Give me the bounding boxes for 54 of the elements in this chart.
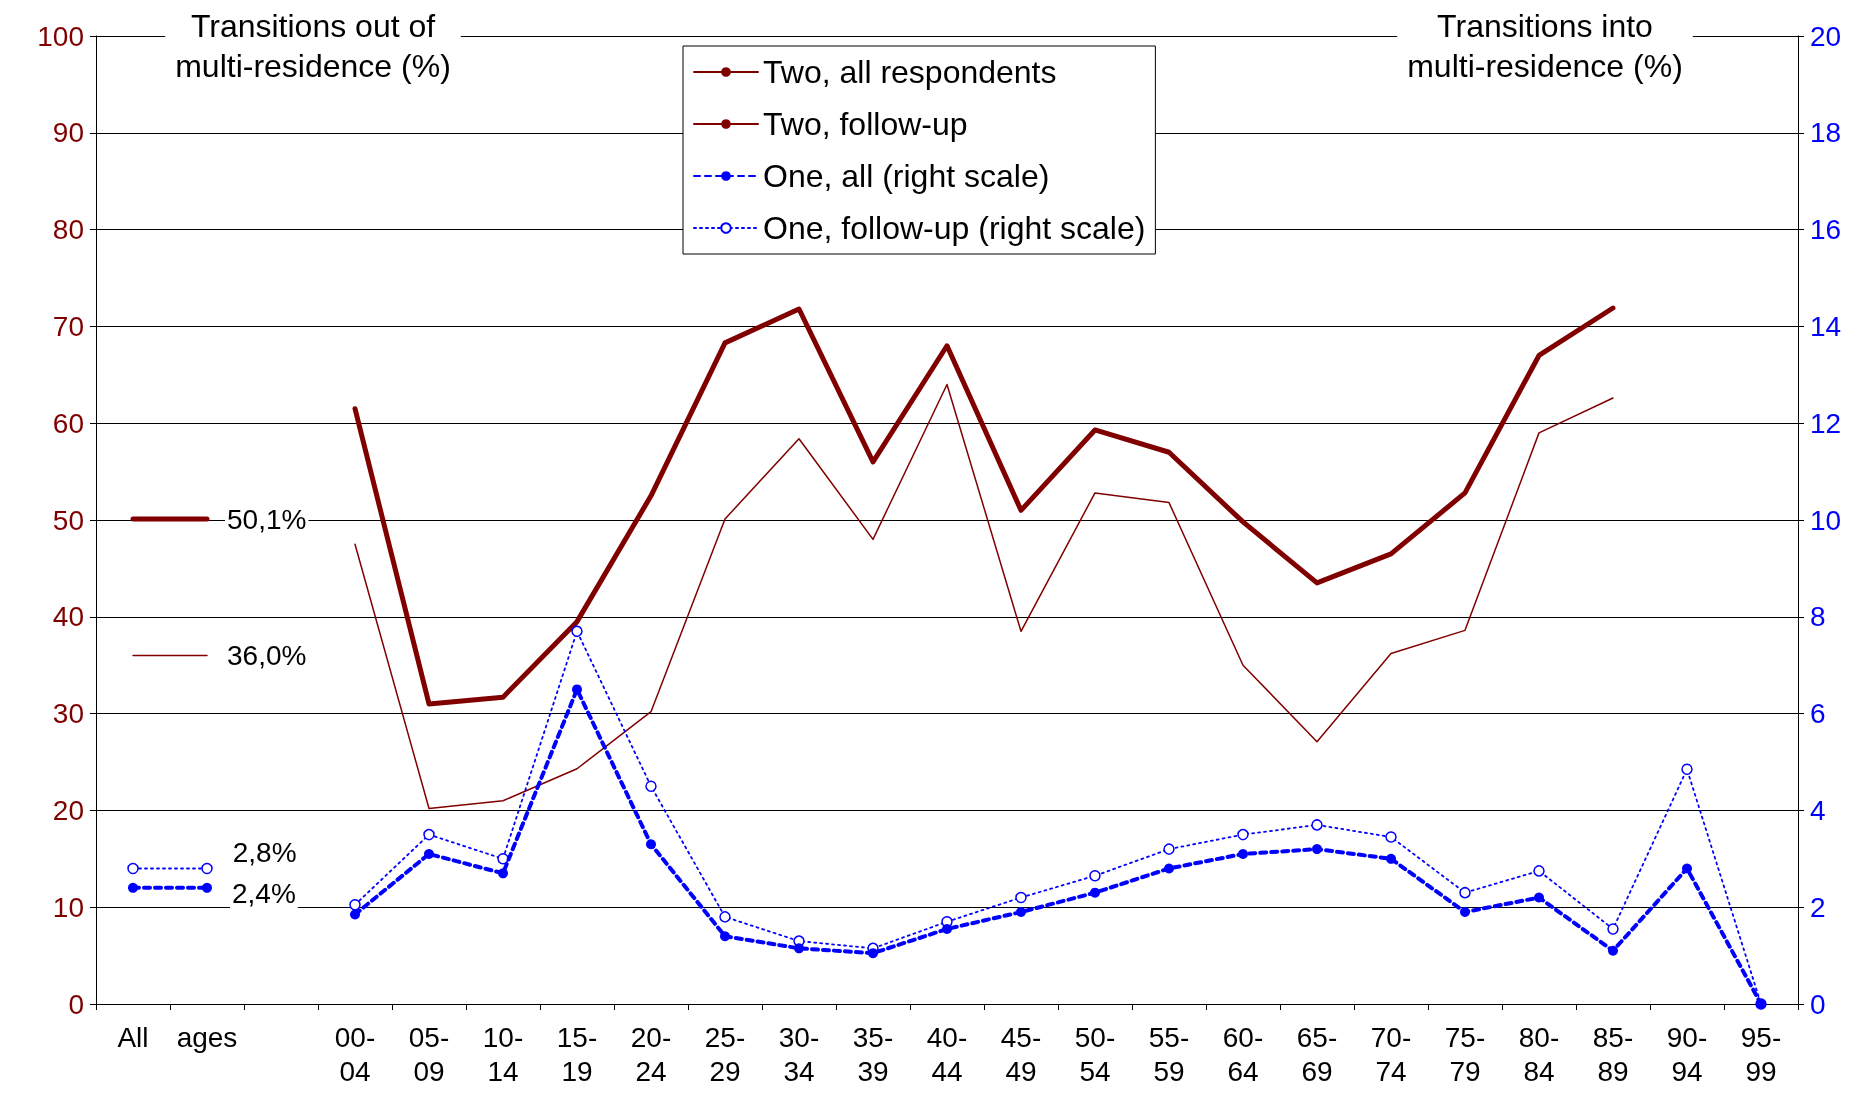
- y2-tick-label: 8: [1810, 601, 1826, 633]
- data-label: 2,8%: [232, 836, 297, 868]
- x-tick-label: 25-29: [704, 1021, 746, 1087]
- y-tick-label: 70: [52, 310, 84, 342]
- y2-tick-label: 12: [1810, 407, 1842, 439]
- x-tick-label: ages: [176, 1021, 238, 1053]
- x-tick-label: 60-64: [1222, 1021, 1264, 1087]
- legend-label: One, all (right scale): [763, 158, 1050, 194]
- y2-tick-label: 16: [1810, 214, 1842, 246]
- y2-tick-label: 6: [1810, 698, 1826, 730]
- y-tick-label: 0: [68, 988, 84, 1020]
- y-tick-label: 100: [37, 20, 84, 52]
- data-label: 2,4%: [232, 878, 296, 910]
- data-label: 36,0%: [227, 640, 307, 672]
- x-tick-label: 40-44: [926, 1021, 968, 1087]
- x-tick-label: 95-99: [1740, 1021, 1782, 1087]
- x-tick-label: 85-89: [1592, 1021, 1634, 1087]
- x-tick-label: 15-19: [556, 1021, 598, 1087]
- y-tick-label: 60: [52, 407, 84, 439]
- y2-tick-label: 2: [1810, 891, 1826, 923]
- x-tick-label: 05-09: [408, 1021, 450, 1087]
- x-tick-label: 70-74: [1370, 1021, 1412, 1087]
- x-tick-label: All: [117, 1021, 149, 1053]
- x-tick-label: 75-79: [1444, 1021, 1486, 1087]
- x-tick-label: 00-04: [334, 1021, 376, 1087]
- y-tick-label: 40: [52, 601, 84, 633]
- x-tick-label: 30-34: [778, 1021, 820, 1087]
- x-tick-label: 50-54: [1074, 1021, 1116, 1087]
- y2-axis-title: Transitions into multi-residence (%): [1407, 8, 1683, 84]
- y-tick-label: 20: [52, 794, 84, 826]
- y2-tick-label: 0: [1810, 988, 1826, 1020]
- y2-tick-label: 14: [1810, 310, 1842, 342]
- legend-label: One, follow-up (right scale): [763, 210, 1146, 246]
- y2-tick-label: 18: [1810, 117, 1842, 149]
- y-tick-label: 10: [52, 891, 84, 923]
- x-tick-label: 10-14: [482, 1021, 524, 1087]
- y2-tick-label: 4: [1810, 794, 1826, 826]
- y2-tick-label: 20: [1810, 20, 1842, 52]
- legend-label: Two, all respondents: [763, 54, 1057, 90]
- x-tick-label: 35-39: [852, 1021, 894, 1087]
- y-tick-label: 90: [52, 117, 84, 149]
- y2-tick-label: 10: [1810, 504, 1842, 536]
- x-tick-label: 65-69: [1296, 1021, 1338, 1087]
- y-axis-title: Transitions out of multi-residence (%): [175, 8, 451, 84]
- y-tick-label: 80: [52, 214, 84, 246]
- data-label: 50,1%: [227, 503, 307, 535]
- x-tick-label: 55-59: [1148, 1021, 1190, 1087]
- legend-label: Two, follow-up: [763, 106, 968, 142]
- y-tick-label: 50: [52, 504, 84, 536]
- x-tick-label: 80-84: [1518, 1021, 1560, 1087]
- x-tick-label: 20-24: [630, 1021, 672, 1087]
- y-tick-label: 30: [52, 698, 84, 730]
- x-tick-label: 45-49: [1000, 1021, 1042, 1087]
- x-tick-label: 90-94: [1666, 1021, 1708, 1087]
